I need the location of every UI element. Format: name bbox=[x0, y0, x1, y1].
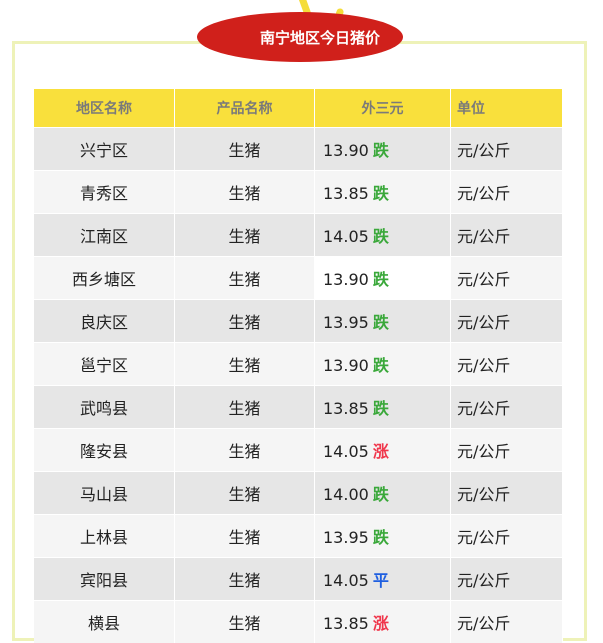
product-cell: 生猪 bbox=[175, 343, 315, 386]
product-cell: 生猪 bbox=[175, 128, 315, 171]
product-cell: 生猪 bbox=[175, 386, 315, 429]
trend-label: 平 bbox=[373, 571, 389, 590]
region-cell: 宾阳县 bbox=[34, 558, 175, 601]
trend-label: 跌 bbox=[373, 528, 389, 547]
unit-cell: 元/公斤 bbox=[451, 472, 563, 515]
trend-label: 跌 bbox=[373, 356, 389, 375]
price-value: 14.05 bbox=[323, 571, 369, 590]
price-value: 13.95 bbox=[323, 528, 369, 547]
price-value: 13.90 bbox=[323, 270, 369, 289]
region-cell: 江南区 bbox=[34, 214, 175, 257]
trend-label: 跌 bbox=[373, 227, 389, 246]
trend-label: 涨 bbox=[373, 614, 389, 633]
unit-cell: 元/公斤 bbox=[451, 386, 563, 429]
region-cell: 横县 bbox=[34, 601, 175, 643]
product-cell: 生猪 bbox=[175, 601, 315, 643]
price-value: 13.85 bbox=[323, 184, 369, 203]
unit-cell: 元/公斤 bbox=[451, 515, 563, 558]
product-cell: 生猪 bbox=[175, 429, 315, 472]
price-value: 14.05 bbox=[323, 442, 369, 461]
product-cell: 生猪 bbox=[175, 472, 315, 515]
price-value: 13.90 bbox=[323, 141, 369, 160]
price-value: 13.85 bbox=[323, 399, 369, 418]
region-cell: 上林县 bbox=[34, 515, 175, 558]
price-value: 14.00 bbox=[323, 485, 369, 504]
unit-cell: 元/公斤 bbox=[451, 601, 563, 643]
region-cell: 青秀区 bbox=[34, 171, 175, 214]
trend-label: 跌 bbox=[373, 141, 389, 160]
price-value: 13.85 bbox=[323, 614, 369, 633]
region-cell: 武鸣县 bbox=[34, 386, 175, 429]
region-cell: 西乡塘区 bbox=[34, 257, 175, 300]
region-cell: 邕宁区 bbox=[34, 343, 175, 386]
header-region: 地区名称 bbox=[34, 89, 175, 128]
trend-label: 跌 bbox=[373, 313, 389, 332]
unit-cell: 元/公斤 bbox=[451, 300, 563, 343]
product-cell: 生猪 bbox=[175, 171, 315, 214]
trend-label: 跌 bbox=[373, 184, 389, 203]
region-cell: 兴宁区 bbox=[34, 128, 175, 171]
unit-cell: 元/公斤 bbox=[451, 429, 563, 472]
product-cell: 生猪 bbox=[175, 558, 315, 601]
unit-cell: 元/公斤 bbox=[451, 558, 563, 601]
header-price: 外三元 bbox=[315, 89, 451, 128]
region-cell: 马山县 bbox=[34, 472, 175, 515]
header-unit: 单位 bbox=[451, 89, 563, 128]
product-cell: 生猪 bbox=[175, 257, 315, 300]
price-value: 13.95 bbox=[323, 313, 369, 332]
header-product: 产品名称 bbox=[175, 89, 315, 128]
region-cell: 良庆区 bbox=[34, 300, 175, 343]
unit-cell: 元/公斤 bbox=[451, 343, 563, 386]
trend-label: 涨 bbox=[373, 442, 389, 461]
product-cell: 生猪 bbox=[175, 515, 315, 558]
trend-label: 跌 bbox=[373, 485, 389, 504]
product-cell: 生猪 bbox=[175, 214, 315, 257]
unit-cell: 元/公斤 bbox=[451, 214, 563, 257]
price-value: 14.05 bbox=[323, 227, 369, 246]
trend-label: 跌 bbox=[373, 399, 389, 418]
region-cell: 隆安县 bbox=[34, 429, 175, 472]
unit-cell: 元/公斤 bbox=[451, 171, 563, 214]
unit-cell: 元/公斤 bbox=[451, 257, 563, 300]
trend-label: 跌 bbox=[373, 270, 389, 289]
page-title: 南宁地区今日猪价 bbox=[197, 12, 403, 62]
price-value: 13.90 bbox=[323, 356, 369, 375]
unit-cell: 元/公斤 bbox=[451, 128, 563, 171]
product-cell: 生猪 bbox=[175, 300, 315, 343]
